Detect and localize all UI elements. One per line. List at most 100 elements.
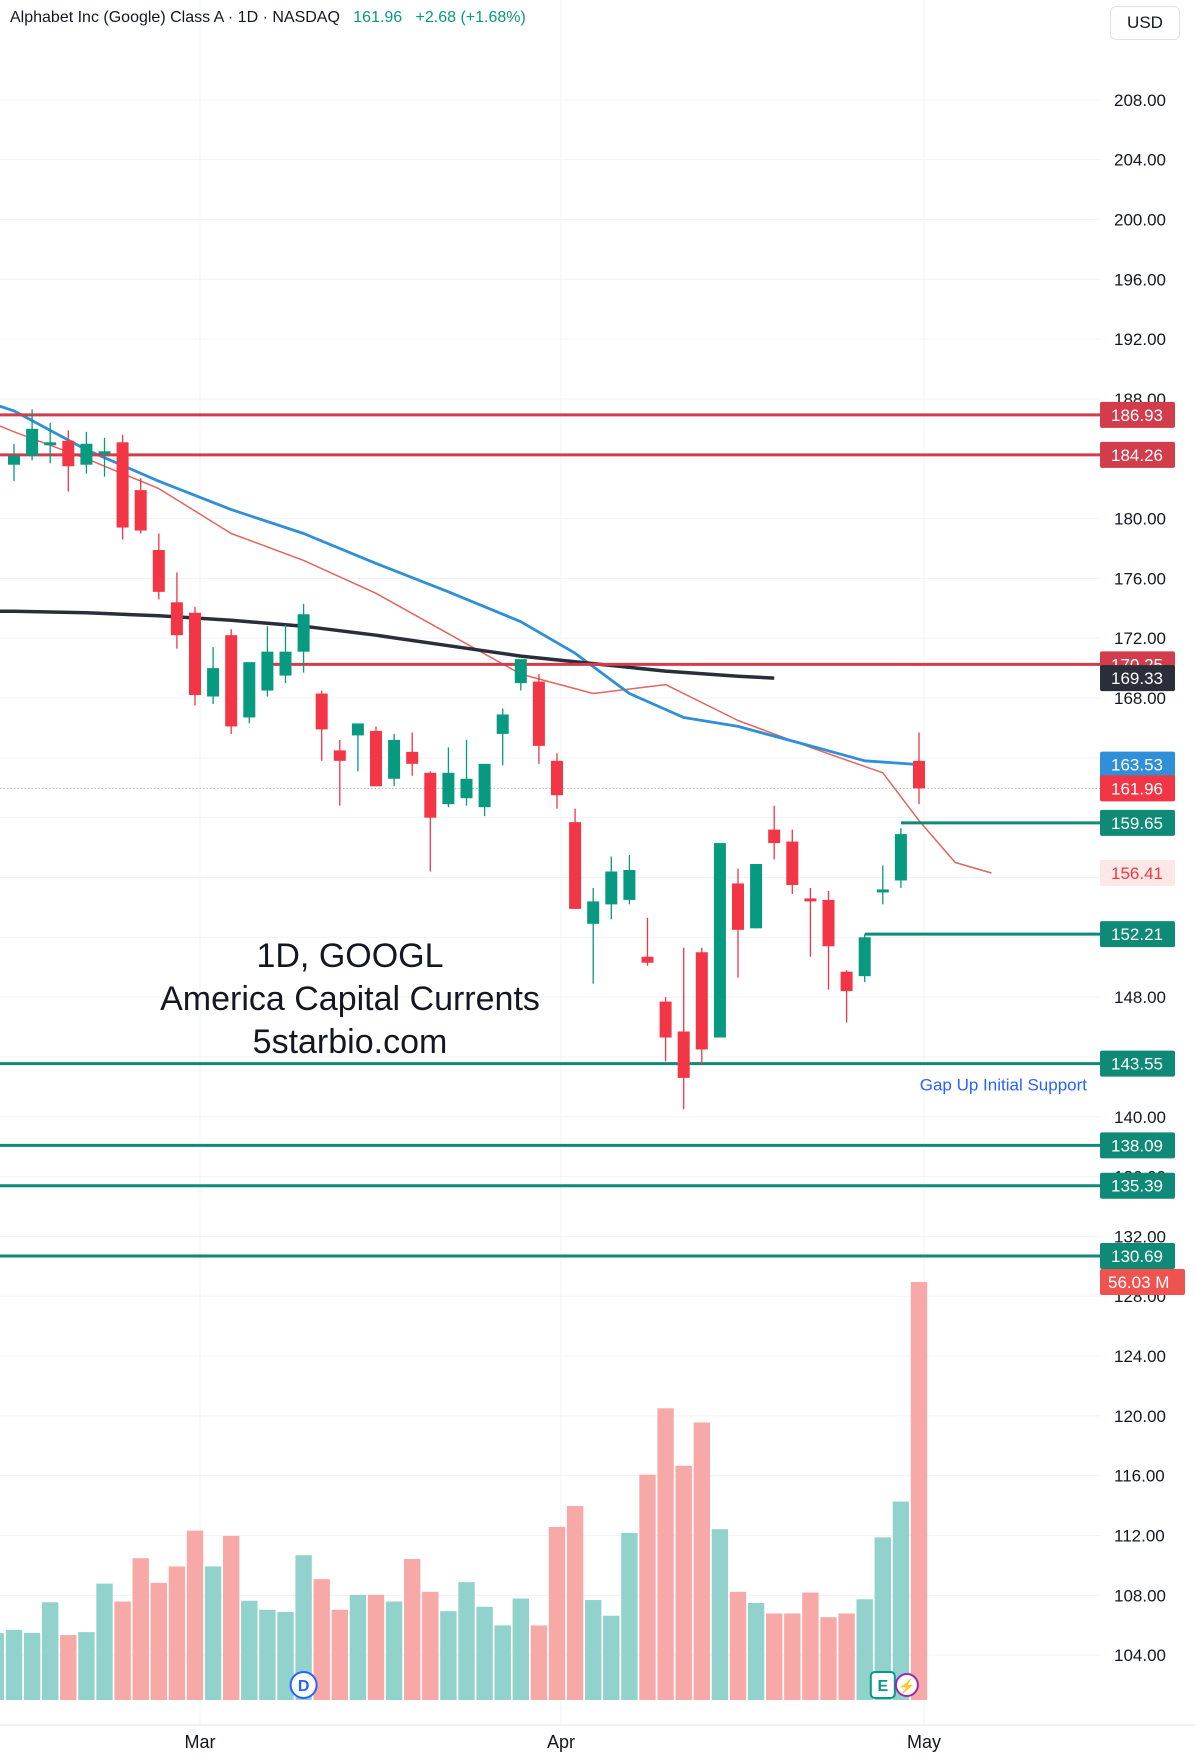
candle-body [496,714,509,734]
candle-body [677,1031,690,1078]
candle-body [913,760,925,789]
dividend-marker[interactable] [289,1671,318,1699]
candle-body [44,442,57,446]
dividend-marker-label: D [298,1678,310,1695]
candle-body [225,635,238,727]
volume-bar [458,1582,475,1700]
symbol-name: Alphabet Inc (Google) Class A · 1D · NAS… [10,9,340,26]
price-change: +2.68 (+1.68%) [415,9,526,26]
candle-body [786,841,799,885]
level-price-label-bg [1100,921,1175,948]
volume-bar [313,1579,330,1700]
y-tick-label: 104.00 [1114,1646,1166,1665]
y-tick-label: 124.00 [1114,1347,1166,1366]
candle-body [442,772,455,805]
y-tick-label: 132.00 [1114,1227,1166,1246]
volume-bar [784,1613,801,1700]
symbol-header: Alphabet Inc (Google) Class A · 1D · NAS… [10,9,526,27]
candle-body [623,870,636,900]
volume-bar [548,1526,566,1700]
y-tick-label: 204.00 [1114,151,1166,170]
volume-bar [223,1535,240,1700]
level-price-label: 184.26 [1111,446,1163,465]
candle-body [894,834,907,881]
volume-bar [0,1633,4,1700]
candle-body [659,1001,672,1038]
volume-bar [168,1566,186,1700]
currency-button[interactable]: USD [1110,6,1180,40]
candle-body [569,822,582,909]
earnings-marker[interactable] [869,1671,896,1699]
level-price-label-bg [1100,1242,1175,1269]
volume-bar [132,1558,149,1700]
level-price-label-bg [1100,809,1175,836]
volume-bar [476,1606,493,1700]
volume-bar [603,1615,620,1700]
level-price-label: 152.21 [1111,925,1163,944]
watermark-line-3: 5starbio.com [252,1023,448,1061]
candle-body [551,760,563,796]
volume-bar [838,1613,855,1700]
volume-value-label: 56.03 M [1108,1273,1169,1292]
candle-body [170,602,183,636]
volume-bar [150,1582,167,1700]
candle-body [315,693,328,730]
candle-body [406,751,419,764]
candle-body [478,763,491,808]
level-price-label: 130.69 [1111,1247,1163,1266]
candle-body [116,442,129,528]
level-price-label-bg [1100,401,1175,428]
y-tick-label: 208.00 [1114,91,1166,110]
candle-body [840,971,853,992]
candle-body [261,651,274,691]
candle-body [641,956,654,963]
volume-bar [78,1632,95,1700]
candle-body [98,451,111,455]
volume-bar [766,1613,783,1700]
candle-body [189,612,201,696]
ma-medium-price-label-bg [1100,751,1175,778]
volume-bar [675,1465,692,1700]
volume-bar [585,1600,602,1700]
level-price-label-bg [1100,1172,1175,1199]
y-tick-label: 200.00 [1114,210,1166,229]
ma-short-price-label: 156.41 [1111,864,1163,883]
candle-body [8,455,20,465]
volume-bar [512,1598,529,1700]
ma-long-price-label-bg [1100,665,1175,692]
y-tick-label: 180.00 [1114,510,1166,529]
candle-body [532,681,545,746]
candle-body [732,883,744,930]
ma-short-line [0,425,992,874]
volume-bar [349,1594,367,1700]
volume-bar [277,1611,294,1700]
split-marker[interactable] [894,1673,919,1697]
volume-bar [259,1609,276,1700]
volume-bar [530,1625,548,1700]
x-tick-label: Mar [185,1732,216,1752]
candle-body [134,490,147,531]
candle-body [750,864,763,929]
candle-body [822,899,835,947]
volume-bar [910,1282,928,1700]
y-tick-label: 120.00 [1114,1407,1166,1426]
volume-bar [621,1532,638,1700]
volume-bar [639,1474,656,1700]
x-tick-label: May [907,1732,941,1752]
last-price-label-bg [1100,775,1175,802]
candle-body [713,843,726,1038]
candle-body [876,889,889,893]
ma-long-price-label: 169.33 [1111,669,1163,688]
level-price-label-bg [1100,1050,1175,1077]
volume-bar [422,1591,439,1700]
candle-body [297,614,310,652]
volume-bar [802,1592,819,1700]
y-tick-label: 116.00 [1114,1467,1165,1486]
candle-body [26,428,39,456]
volume-bar [42,1602,59,1700]
volume-bar [114,1601,131,1700]
y-tick-label: 172.00 [1114,629,1166,648]
last-price: 161.96 [353,9,403,26]
ma-short-label-bg [1100,859,1175,886]
